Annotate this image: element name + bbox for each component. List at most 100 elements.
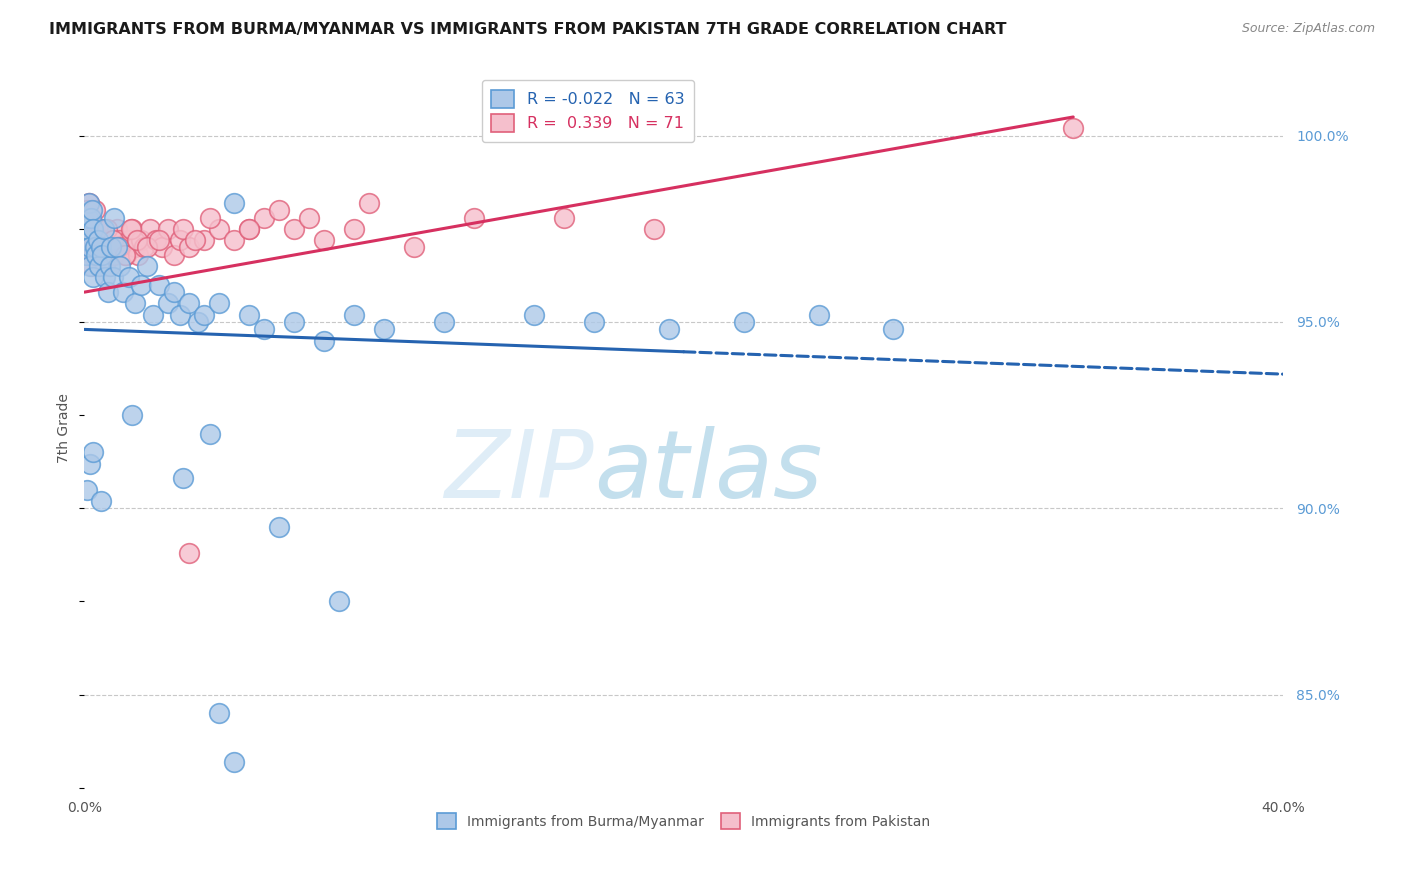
Point — [807, 308, 830, 322]
Point — [163, 285, 186, 300]
Point — [110, 259, 132, 273]
Point — [77, 195, 100, 210]
Point — [77, 195, 100, 210]
Point — [193, 233, 215, 247]
Y-axis label: 7th Grade: 7th Grade — [58, 393, 72, 463]
Point — [224, 755, 246, 769]
Point — [208, 296, 231, 310]
Point — [90, 493, 112, 508]
Point — [139, 221, 162, 235]
Point — [114, 248, 136, 262]
Point — [193, 308, 215, 322]
Point — [76, 203, 98, 218]
Point — [76, 203, 98, 218]
Point — [76, 221, 98, 235]
Point — [80, 233, 103, 247]
Point — [148, 233, 170, 247]
Point — [108, 240, 131, 254]
Point — [643, 221, 665, 235]
Point — [169, 308, 191, 322]
Point — [169, 233, 191, 247]
Legend: Immigrants from Burma/Myanmar, Immigrants from Pakistan: Immigrants from Burma/Myanmar, Immigrant… — [432, 807, 936, 835]
Point — [93, 248, 115, 262]
Point — [79, 211, 101, 225]
Point — [882, 322, 904, 336]
Point — [200, 426, 222, 441]
Point — [179, 296, 201, 310]
Point — [433, 315, 456, 329]
Point — [76, 233, 98, 247]
Point — [463, 211, 485, 225]
Point — [136, 240, 159, 254]
Point — [86, 248, 108, 262]
Point — [148, 277, 170, 292]
Point — [269, 203, 291, 218]
Text: atlas: atlas — [593, 425, 823, 516]
Point — [94, 270, 117, 285]
Point — [93, 221, 115, 235]
Point — [77, 211, 100, 225]
Point — [101, 270, 124, 285]
Point — [163, 248, 186, 262]
Point — [553, 211, 575, 225]
Point — [184, 233, 207, 247]
Point — [658, 322, 681, 336]
Point — [112, 240, 135, 254]
Point — [157, 296, 180, 310]
Point — [90, 233, 112, 247]
Point — [118, 270, 141, 285]
Point — [121, 221, 143, 235]
Point — [83, 240, 105, 254]
Point — [121, 408, 143, 422]
Point — [142, 308, 165, 322]
Point — [82, 221, 104, 235]
Point — [373, 322, 395, 336]
Point — [87, 233, 110, 247]
Point — [253, 322, 276, 336]
Point — [110, 233, 132, 247]
Point — [224, 195, 246, 210]
Point — [82, 270, 104, 285]
Point — [120, 221, 142, 235]
Point — [253, 211, 276, 225]
Point — [298, 211, 321, 225]
Point — [150, 240, 173, 254]
Point — [76, 483, 98, 497]
Point — [97, 233, 120, 247]
Point — [238, 221, 260, 235]
Point — [402, 240, 425, 254]
Point — [75, 233, 97, 247]
Point — [145, 233, 167, 247]
Point — [83, 203, 105, 218]
Point — [357, 195, 380, 210]
Point — [90, 240, 112, 254]
Point — [124, 240, 146, 254]
Point — [112, 285, 135, 300]
Point — [200, 211, 222, 225]
Point — [100, 240, 122, 254]
Point — [118, 233, 141, 247]
Point — [238, 308, 260, 322]
Point — [79, 259, 101, 273]
Point — [82, 248, 104, 262]
Point — [79, 457, 101, 471]
Point — [89, 259, 111, 273]
Point — [136, 259, 159, 273]
Point — [76, 221, 98, 235]
Point — [83, 221, 105, 235]
Point — [124, 296, 146, 310]
Point — [283, 221, 305, 235]
Point — [100, 240, 122, 254]
Point — [172, 471, 194, 485]
Text: ZIP: ZIP — [444, 425, 593, 516]
Point — [343, 221, 366, 235]
Point — [125, 233, 148, 247]
Point — [82, 445, 104, 459]
Point — [314, 233, 336, 247]
Point — [157, 221, 180, 235]
Point — [80, 211, 103, 225]
Point — [127, 248, 149, 262]
Text: Source: ZipAtlas.com: Source: ZipAtlas.com — [1241, 22, 1375, 36]
Point — [1062, 121, 1084, 136]
Point — [343, 308, 366, 322]
